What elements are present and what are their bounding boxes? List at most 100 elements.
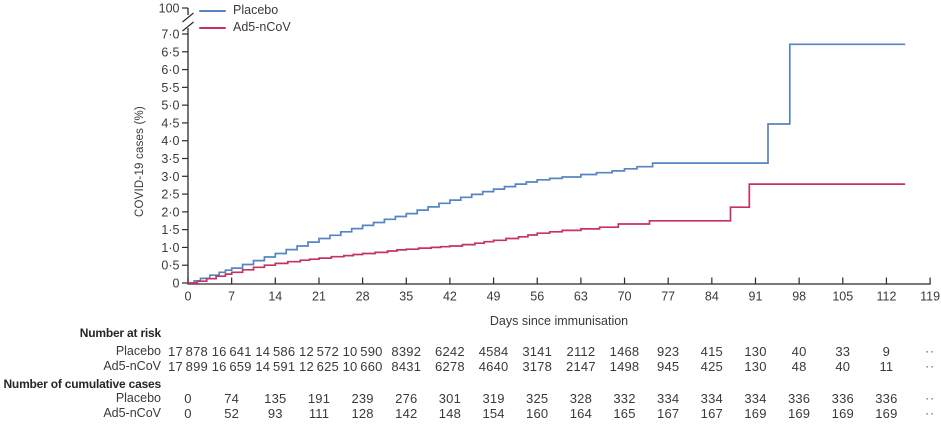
table-cell: 334: [744, 391, 767, 406]
table-cell: 169: [744, 406, 767, 421]
table-cell: 148: [438, 406, 462, 421]
y-axis-tick-label: 1·5: [161, 223, 179, 237]
table-cell: 40: [791, 344, 807, 359]
table-cell: 169: [875, 406, 898, 421]
table-cell: 3178: [522, 359, 553, 374]
table-cell: 10 590: [342, 344, 383, 359]
table-cell: 169: [787, 406, 811, 421]
x-axis-tick-label: 98: [792, 290, 806, 304]
y-axis-tick-label: 7·0: [161, 28, 179, 42]
x-axis-tick-label: 91: [749, 290, 763, 304]
km-chart: 100 0 0·5 1·0 1·5 2·0 2·5 3·0 3·5 4·0 4·5 5·0 5·5 6·0…: [159, 2, 940, 304]
table-cell: 33: [835, 344, 851, 359]
table-cell: 165: [613, 406, 636, 421]
table-cell: 336: [831, 391, 854, 406]
table-row-label: Ad5-nCoV: [103, 359, 161, 373]
table-cell: 923: [657, 344, 680, 359]
table-cell: 6242: [435, 344, 465, 359]
ad5-ncov-line-swatch: [199, 26, 226, 29]
table-cell: 130: [744, 359, 767, 374]
x-axis-tick-label: 77: [661, 290, 675, 304]
x-axis-tick-label: 28: [356, 290, 370, 304]
table-cell: 334: [700, 391, 723, 406]
table-cell: 0: [184, 406, 192, 421]
table-cell: 130: [744, 344, 767, 359]
table-cell: 4584: [478, 344, 509, 359]
y-axis-tick-label: 6·0: [161, 63, 179, 77]
table-cell: 239: [351, 391, 374, 406]
table-cell: 8431: [391, 359, 422, 374]
table-cell: 154: [482, 406, 505, 421]
table-cell: 93: [267, 406, 283, 421]
table-cell: 945: [657, 359, 680, 374]
table-cell: 1498: [609, 359, 640, 374]
y-axis-tick-label: 0·5: [161, 259, 179, 273]
legend-label-ad5-ncov: Ad5-nCoV: [233, 20, 291, 34]
table-cell-ellipsis: ··: [925, 359, 936, 373]
cumulative-row-placebo: Placebo 0 74 135 191 239 276 301 319 325 328 332 334…: [0, 391, 941, 406]
x-axis-tick-label: 49: [487, 290, 501, 304]
x-axis-tick-label: 84: [705, 290, 719, 304]
y-axis-tick-label: 5·0: [161, 99, 179, 113]
x-axis-tick-label: 21: [312, 290, 326, 304]
y-axis-title: COVID-19 cases (%): [134, 106, 146, 218]
y-axis-tick-label: 4·0: [161, 134, 179, 148]
table-cell: 2147: [566, 359, 596, 374]
x-axis-tick-label: 63: [574, 290, 588, 304]
y-axis-tick-label: 6·5: [161, 45, 179, 59]
x-axis-tick-label: 105: [832, 290, 853, 304]
table-cell: 6278: [435, 359, 465, 374]
table-cell: 142: [395, 406, 418, 421]
axis-break-slash: [182, 21, 194, 32]
table-cell: 301: [438, 391, 462, 406]
y-axis-tick-label: 3·5: [161, 152, 179, 166]
table-cell-ellipsis: ··: [925, 406, 936, 420]
table-cell: 191: [307, 391, 331, 406]
table-cell: 14 586: [255, 344, 296, 359]
y-axis-tick-label: 4·5: [161, 116, 179, 130]
table-cell: 40: [835, 359, 851, 374]
x-axis-tick-label: 35: [399, 290, 413, 304]
table-cell: 17 899: [168, 359, 208, 374]
table-cell-ellipsis: ··: [925, 391, 936, 405]
table-section-title: Number of cumulative cases: [3, 377, 161, 391]
table-cell: 74: [224, 391, 240, 406]
y-axis-tick-label: 5·5: [161, 81, 179, 95]
y-axis-tick-label: 3·0: [161, 170, 179, 184]
table-cell: 16 659: [211, 359, 252, 374]
table-cell: 3141: [522, 344, 553, 359]
table-row-label: Ad5-nCoV: [103, 406, 161, 420]
table-cell: 334: [657, 391, 680, 406]
y-axis-tick-label: 2·0: [161, 205, 179, 219]
x-axis-tick-label: 7: [228, 290, 235, 304]
x-axis-tick-label: 119: [920, 290, 940, 304]
table-cell: 164: [569, 406, 593, 421]
table-cell: 2112: [566, 344, 596, 359]
table-cell: 336: [787, 391, 811, 406]
table-cell: 8392: [391, 344, 422, 359]
y-axis-tick-label: 100: [159, 2, 180, 16]
table-cell: 135: [264, 391, 287, 406]
y-axis-tick-label: 1·0: [161, 241, 179, 255]
x-axis-tick-label: 42: [443, 290, 457, 304]
table-cell: 11: [879, 359, 894, 374]
table-cell: 10 660: [342, 359, 383, 374]
table-cell: 12 625: [299, 359, 339, 374]
table-cell: 9: [882, 344, 891, 359]
table-cell-ellipsis: ··: [925, 344, 936, 358]
y-axis-tick-label: 0: [173, 277, 180, 291]
table-cell: 14 591: [255, 359, 296, 374]
ad5-ncov-curve: [188, 183, 906, 284]
table-cell: 167: [657, 406, 680, 421]
table-cell: 12 572: [299, 344, 339, 359]
placebo-curve: [188, 43, 906, 284]
x-axis-tick-label: 56: [530, 290, 544, 304]
table-cell: 111: [308, 406, 330, 421]
legend-item-ad5-ncov: Ad5-nCoV: [199, 19, 291, 36]
table-cell: 16 641: [211, 344, 252, 359]
x-axis-tick-label: 112: [876, 290, 896, 304]
at-risk-row-ad5-ncov: Ad5-nCoV 17 899 16 659 14 591 12 625 10 660 84…: [0, 359, 941, 374]
cumulative-row-ad5-ncov: Ad5-nCoV 0 52 93 111 128 142 148 154 160 164 165 167…: [0, 406, 941, 421]
table-cell: 1468: [609, 344, 640, 359]
